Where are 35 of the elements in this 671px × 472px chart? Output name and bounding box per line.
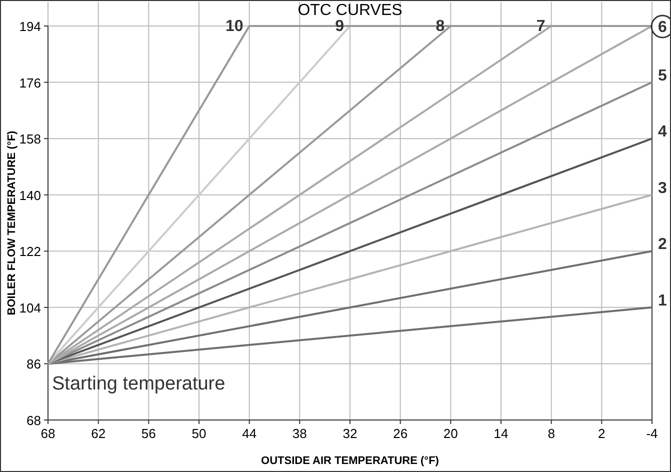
series-label: 1 xyxy=(658,292,667,310)
series-label: 2 xyxy=(658,236,667,254)
x-tick-label: 32 xyxy=(342,426,358,441)
x-tick-label: -4 xyxy=(646,426,658,441)
y-tick-label: 140 xyxy=(19,188,41,203)
series-label: 8 xyxy=(436,18,445,35)
chart-title: OTC CURVES xyxy=(298,2,402,19)
x-tick-label: 14 xyxy=(494,426,508,441)
series-label: 6 xyxy=(658,19,667,36)
x-tick-label: 50 xyxy=(192,426,206,441)
series-label: 3 xyxy=(658,180,667,197)
x-axis-title: OUTSIDE AIR TEMPERATURE (°F) xyxy=(261,455,440,467)
series-label: 5 xyxy=(658,67,667,84)
series-label: 4 xyxy=(658,124,667,141)
x-tick-label: 56 xyxy=(141,426,156,441)
series-label: 7 xyxy=(536,18,546,35)
y-tick-label: 158 xyxy=(19,132,41,147)
x-tick-label: 62 xyxy=(91,426,106,441)
y-tick-label: 104 xyxy=(19,300,41,316)
series-label: 9 xyxy=(335,18,344,35)
x-tick-label: 26 xyxy=(393,426,408,441)
x-tick-label: 44 xyxy=(242,426,257,441)
series-label: 10 xyxy=(226,18,244,35)
x-tick-label: 8 xyxy=(548,426,555,441)
annotation: Starting temperature xyxy=(52,374,226,395)
x-tick-label: 68 xyxy=(40,426,56,441)
x-tick-label: 38 xyxy=(292,426,307,441)
y-tick-label: 194 xyxy=(19,19,41,34)
y-tick-label: 122 xyxy=(19,244,41,260)
y-axis-title: BOILER FLOW TEMPERATURE (°F) xyxy=(6,130,18,316)
y-tick-label: 68 xyxy=(26,413,41,428)
y-tick-label: 176 xyxy=(19,75,41,90)
x-tick-label: 2 xyxy=(598,426,606,441)
x-tick-label: 20 xyxy=(443,426,458,441)
y-tick-label: 86 xyxy=(26,356,41,372)
